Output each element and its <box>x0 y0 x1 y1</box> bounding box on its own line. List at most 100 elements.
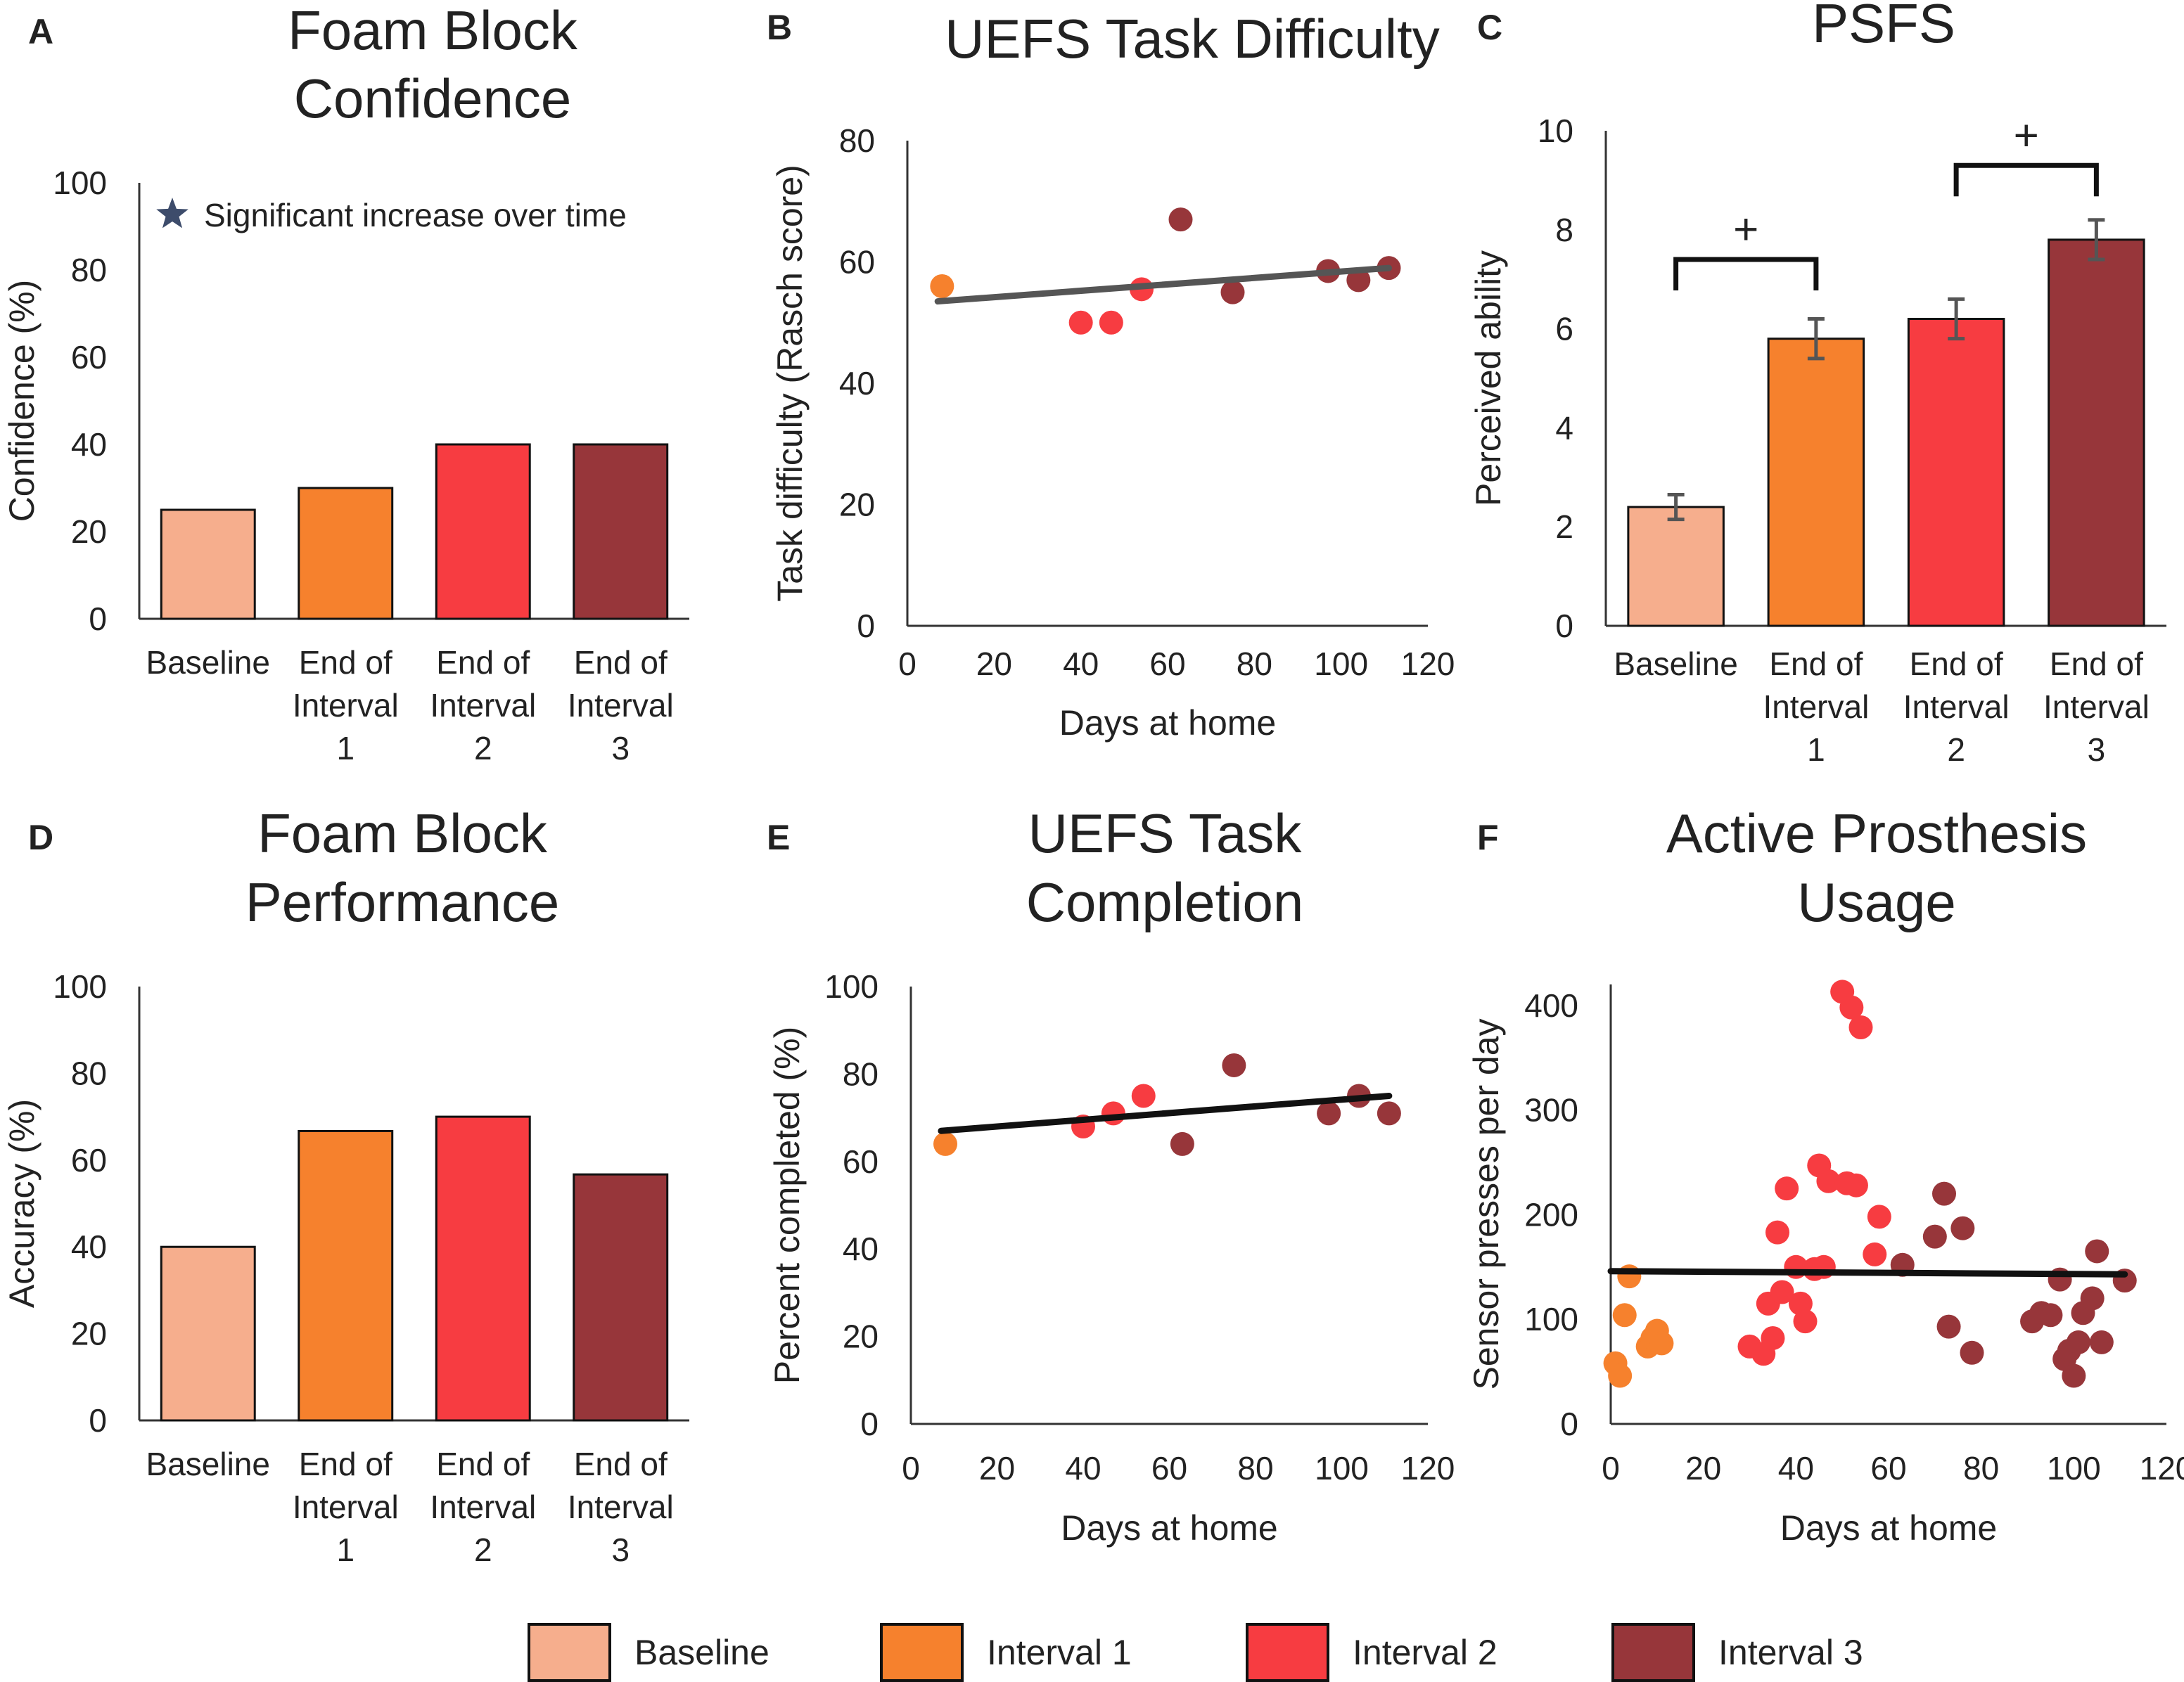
y-tick-label: 80 <box>843 1055 879 1092</box>
x-axis-label: Days at home <box>1780 1508 1997 1548</box>
chart-title: Foam Block <box>257 802 548 864</box>
x-tick-label: 20 <box>976 646 1012 682</box>
y-tick-label: 6 <box>1555 311 1573 347</box>
category-label: 2 <box>1947 731 1965 768</box>
chart-title: UEFS Task Difficulty <box>945 8 1440 70</box>
data-point <box>1220 280 1245 304</box>
category-label: 1 <box>336 1532 355 1568</box>
y-tick-label: 20 <box>839 487 875 523</box>
panel-letter-c: C <box>1477 8 1502 47</box>
x-tick-label: 80 <box>1963 1450 1999 1487</box>
category-label: Interval <box>568 1489 674 1525</box>
category-label: Interval <box>1763 688 1869 725</box>
y-tick-label: 0 <box>860 1406 879 1442</box>
x-tick-label: 100 <box>2047 1450 2101 1487</box>
data-point <box>1131 1084 1156 1108</box>
y-tick-label: 80 <box>71 1055 107 1091</box>
category-label: 3 <box>2088 731 2106 768</box>
data-point <box>1099 310 1123 335</box>
category-label: Interval <box>2043 688 2150 725</box>
data-point <box>1761 1325 1785 1350</box>
chart-title: Performance <box>245 871 560 933</box>
y-tick-label: 0 <box>89 601 107 637</box>
significance-bracket <box>1673 257 1819 291</box>
x-tick-label: 40 <box>1063 646 1099 682</box>
significance-bracket <box>1953 162 2099 197</box>
y-tick-label: 60 <box>71 1142 107 1179</box>
data-point <box>1867 1205 1891 1229</box>
data-point <box>1170 1131 1194 1156</box>
y-tick-label: 0 <box>857 608 875 644</box>
panel-letter-a: A <box>28 12 53 51</box>
data-point <box>1775 1176 1799 1201</box>
data-point <box>1816 1169 1841 1193</box>
category-label: Interval <box>293 1489 399 1525</box>
data-point <box>2080 1286 2105 1311</box>
y-axis-label: Perceived ability <box>1469 250 1508 506</box>
y-tick-label: 400 <box>1524 987 1578 1024</box>
y-tick-label: 60 <box>839 244 875 281</box>
star-icon <box>156 198 189 229</box>
chart-title: Confidence <box>294 68 572 129</box>
y-tick-label: 300 <box>1524 1092 1578 1129</box>
data-point <box>1649 1331 1674 1356</box>
x-tick-label: 100 <box>1314 646 1368 682</box>
y-tick-label: 20 <box>71 1316 107 1352</box>
chart-title: Active Prosthesis <box>1666 802 2087 864</box>
x-tick-label: 60 <box>1870 1450 1906 1487</box>
y-tick-label: 40 <box>71 1228 107 1265</box>
x-tick-label: 20 <box>979 1450 1015 1487</box>
category-label: End of <box>299 1446 392 1482</box>
data-point <box>1848 1015 1873 1040</box>
data-point <box>930 274 954 298</box>
panel-letter-f: F <box>1477 818 1499 857</box>
data-point <box>2089 1330 2114 1354</box>
data-point <box>1765 1220 1789 1245</box>
bar <box>1907 318 2005 627</box>
data-point <box>2066 1330 2090 1354</box>
x-tick-label: 60 <box>1149 646 1185 682</box>
category-label: 1 <box>1807 731 1825 768</box>
bar <box>1767 338 1865 627</box>
trend-line <box>934 264 1392 305</box>
x-tick-label: 100 <box>1315 1450 1369 1487</box>
chart-title: PSFS <box>1812 0 1955 54</box>
y-axis-label: Accuracy (%) <box>2 1099 41 1308</box>
significance-plus: + <box>1733 205 1758 254</box>
data-point <box>1617 1264 1642 1289</box>
significance-plus: + <box>2014 111 2039 160</box>
category-label: End of <box>574 644 668 681</box>
data-point <box>2085 1239 2109 1264</box>
category-label: Baseline <box>146 644 270 681</box>
category-label: Interval <box>430 687 536 724</box>
x-tick-label: 120 <box>1401 1450 1455 1487</box>
y-tick-label: 0 <box>1555 608 1573 644</box>
data-point <box>1612 1303 1637 1328</box>
y-tick-label: 0 <box>1560 1406 1578 1442</box>
category-label: 2 <box>474 730 492 766</box>
y-tick-label: 100 <box>53 165 107 201</box>
chart-title: Usage <box>1797 871 1955 933</box>
y-axis-label: Confidence (%) <box>2 280 41 522</box>
category-label: Baseline <box>146 1446 270 1482</box>
legend-label: Baseline <box>634 1633 769 1672</box>
significance-note: Significant increase over time <box>204 197 627 233</box>
y-tick-label: 100 <box>1524 1301 1578 1337</box>
category-label: 2 <box>474 1532 492 1568</box>
category-label: Baseline <box>1614 646 1737 682</box>
y-tick-label: 0 <box>89 1402 107 1439</box>
data-point <box>1936 1314 1961 1339</box>
data-point <box>1377 1101 1401 1126</box>
x-tick-label: 40 <box>1778 1450 1814 1487</box>
data-point <box>1346 268 1371 293</box>
data-point <box>1222 1053 1246 1077</box>
y-tick-label: 10 <box>1538 113 1573 149</box>
data-point <box>1932 1181 1956 1206</box>
data-point <box>1101 1101 1125 1126</box>
x-tick-label: 120 <box>2140 1450 2184 1487</box>
legend-label: Interval 2 <box>1353 1633 1497 1672</box>
trend-line <box>938 1093 1393 1134</box>
panel-letter-e: E <box>767 818 790 857</box>
